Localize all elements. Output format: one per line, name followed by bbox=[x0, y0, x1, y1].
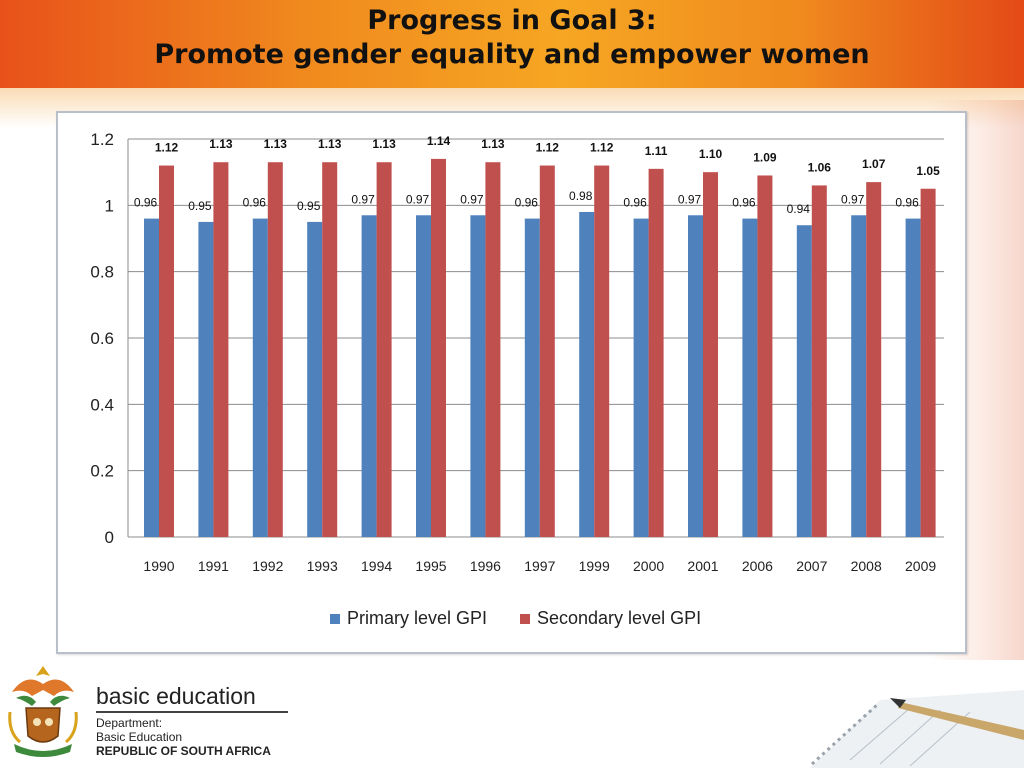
primary-gpi-bar bbox=[851, 215, 867, 537]
secondary-gpi-bar bbox=[866, 182, 882, 537]
secondary-gpi-bar bbox=[213, 162, 229, 537]
secondary-gpi-bar bbox=[267, 162, 283, 537]
primary-gpi-bar bbox=[144, 218, 159, 537]
secondary-gpi-bar bbox=[648, 168, 664, 537]
chart-frame: 0 0.2 0.4 0.6 0.8 1 1.2 0.96 1.12 0.95 1.13 0.96 1.… bbox=[56, 111, 967, 654]
secondary-data-label: 1.11 bbox=[645, 144, 668, 158]
primary-data-label: 0.97 bbox=[460, 192, 484, 206]
primary-data-label: 0.96 bbox=[732, 196, 756, 210]
x-tick-label: 2008 bbox=[851, 558, 882, 574]
secondary-gpi-bar bbox=[431, 158, 446, 537]
y-tick-label: 1 bbox=[105, 196, 114, 215]
y-tick-label: 0.4 bbox=[90, 395, 114, 414]
secondary-gpi-bar bbox=[920, 188, 936, 537]
y-tick-label: 0.6 bbox=[90, 329, 114, 348]
x-tick-label: 1992 bbox=[252, 558, 283, 574]
title-line-1: Progress in Goal 3: bbox=[367, 5, 657, 36]
secondary-data-label: 1.13 bbox=[264, 137, 288, 151]
secondary-gpi-bar bbox=[485, 162, 501, 537]
secondary-gpi-bar bbox=[539, 165, 555, 537]
secondary-gpi-bar bbox=[159, 165, 174, 537]
primary-gpi-bar bbox=[742, 218, 758, 537]
x-tick-label: 1990 bbox=[143, 558, 174, 574]
primary-data-label: 0.97 bbox=[351, 192, 375, 206]
gpi-bar-chart: 0 0.2 0.4 0.6 0.8 1 1.2 0.96 1.12 0.95 1.13 0.96 1.… bbox=[90, 130, 944, 628]
x-tick-label: 1994 bbox=[361, 558, 392, 574]
secondary-gpi-bar bbox=[703, 172, 718, 537]
x-tick-label: 2009 bbox=[905, 558, 936, 574]
x-tick-label: 1996 bbox=[470, 558, 501, 574]
legend-swatch bbox=[520, 614, 530, 624]
secondary-data-label: 1.05 bbox=[916, 164, 940, 178]
secondary-data-label: 1.12 bbox=[590, 141, 614, 155]
x-tick-label: 1999 bbox=[579, 558, 610, 574]
secondary-data-label: 1.12 bbox=[536, 141, 560, 155]
primary-data-label: 0.97 bbox=[678, 192, 702, 206]
secondary-gpi-bar bbox=[811, 185, 827, 537]
primary-data-label: 0.96 bbox=[134, 196, 158, 210]
dept-name: Basic Education bbox=[96, 730, 183, 744]
secondary-data-label: 1.06 bbox=[808, 160, 832, 174]
legend-label: Primary level GPI bbox=[347, 608, 487, 628]
legend-swatch bbox=[330, 614, 340, 624]
primary-data-label: 0.97 bbox=[841, 192, 865, 206]
secondary-data-label: 1.12 bbox=[155, 141, 179, 155]
primary-data-label: 0.96 bbox=[623, 196, 647, 210]
primary-gpi-bar bbox=[361, 215, 377, 537]
x-tick-label: 2007 bbox=[796, 558, 827, 574]
primary-gpi-bar bbox=[579, 211, 595, 537]
primary-data-label: 0.94 bbox=[787, 202, 811, 216]
primary-gpi-bar bbox=[252, 218, 268, 537]
country-name: REPUBLIC OF SOUTH AFRICA bbox=[96, 744, 271, 758]
y-tick-label: 0.2 bbox=[90, 462, 114, 481]
y-tick-label: 1.2 bbox=[90, 130, 114, 149]
x-tick-label: 1997 bbox=[524, 558, 555, 574]
primary-gpi-bar bbox=[416, 215, 431, 537]
primary-gpi-bar bbox=[307, 221, 323, 537]
primary-gpi-bar bbox=[796, 225, 812, 537]
primary-data-label: 0.96 bbox=[243, 196, 267, 210]
primary-gpi-bar bbox=[633, 218, 649, 537]
secondary-gpi-bar bbox=[594, 165, 610, 537]
primary-data-label: 0.96 bbox=[895, 196, 919, 210]
primary-data-label: 0.95 bbox=[297, 199, 321, 213]
pen-and-notebook-icon bbox=[810, 690, 1024, 768]
primary-gpi-bar bbox=[198, 221, 214, 537]
secondary-data-label: 1.10 bbox=[699, 147, 723, 161]
primary-data-label: 0.95 bbox=[188, 199, 212, 213]
slide-title: Progress in Goal 3: Promote gender equal… bbox=[0, 4, 1024, 72]
primary-gpi-bar bbox=[524, 218, 540, 537]
dept-label: Department: bbox=[96, 716, 163, 730]
secondary-data-label: 1.13 bbox=[372, 137, 396, 151]
secondary-gpi-bar bbox=[757, 175, 773, 537]
x-tick-label: 2000 bbox=[633, 558, 664, 574]
primary-data-label: 0.97 bbox=[406, 192, 430, 206]
brand-name: basic education bbox=[96, 683, 256, 709]
x-tick-label: 1991 bbox=[198, 558, 229, 574]
secondary-data-label: 1.07 bbox=[862, 157, 886, 171]
x-tick-label: 2001 bbox=[687, 558, 718, 574]
primary-gpi-bar bbox=[470, 215, 486, 537]
secondary-data-label: 1.13 bbox=[481, 137, 505, 151]
secondary-data-label: 1.13 bbox=[318, 137, 342, 151]
x-tick-label: 2006 bbox=[742, 558, 773, 574]
primary-gpi-bar bbox=[905, 218, 921, 537]
coat-of-arms-icon bbox=[8, 666, 78, 757]
primary-data-label: 0.96 bbox=[515, 196, 539, 210]
y-tick-label: 0.8 bbox=[90, 263, 114, 282]
secondary-data-label: 1.13 bbox=[209, 137, 233, 151]
secondary-data-label: 1.09 bbox=[753, 150, 777, 164]
x-tick-label: 1993 bbox=[307, 558, 338, 574]
x-tick-label: 1995 bbox=[415, 558, 446, 574]
y-tick-label: 0 bbox=[105, 528, 114, 547]
brand-divider bbox=[96, 711, 288, 713]
secondary-data-label: 1.14 bbox=[427, 134, 451, 148]
secondary-gpi-bar bbox=[322, 162, 338, 537]
legend-label: Secondary level GPI bbox=[537, 608, 701, 628]
primary-data-label: 0.98 bbox=[569, 189, 593, 203]
primary-gpi-bar bbox=[688, 215, 703, 537]
secondary-gpi-bar bbox=[376, 162, 392, 537]
title-line-2: Promote gender equality and empower wome… bbox=[154, 39, 870, 70]
header-band bbox=[0, 0, 1024, 88]
